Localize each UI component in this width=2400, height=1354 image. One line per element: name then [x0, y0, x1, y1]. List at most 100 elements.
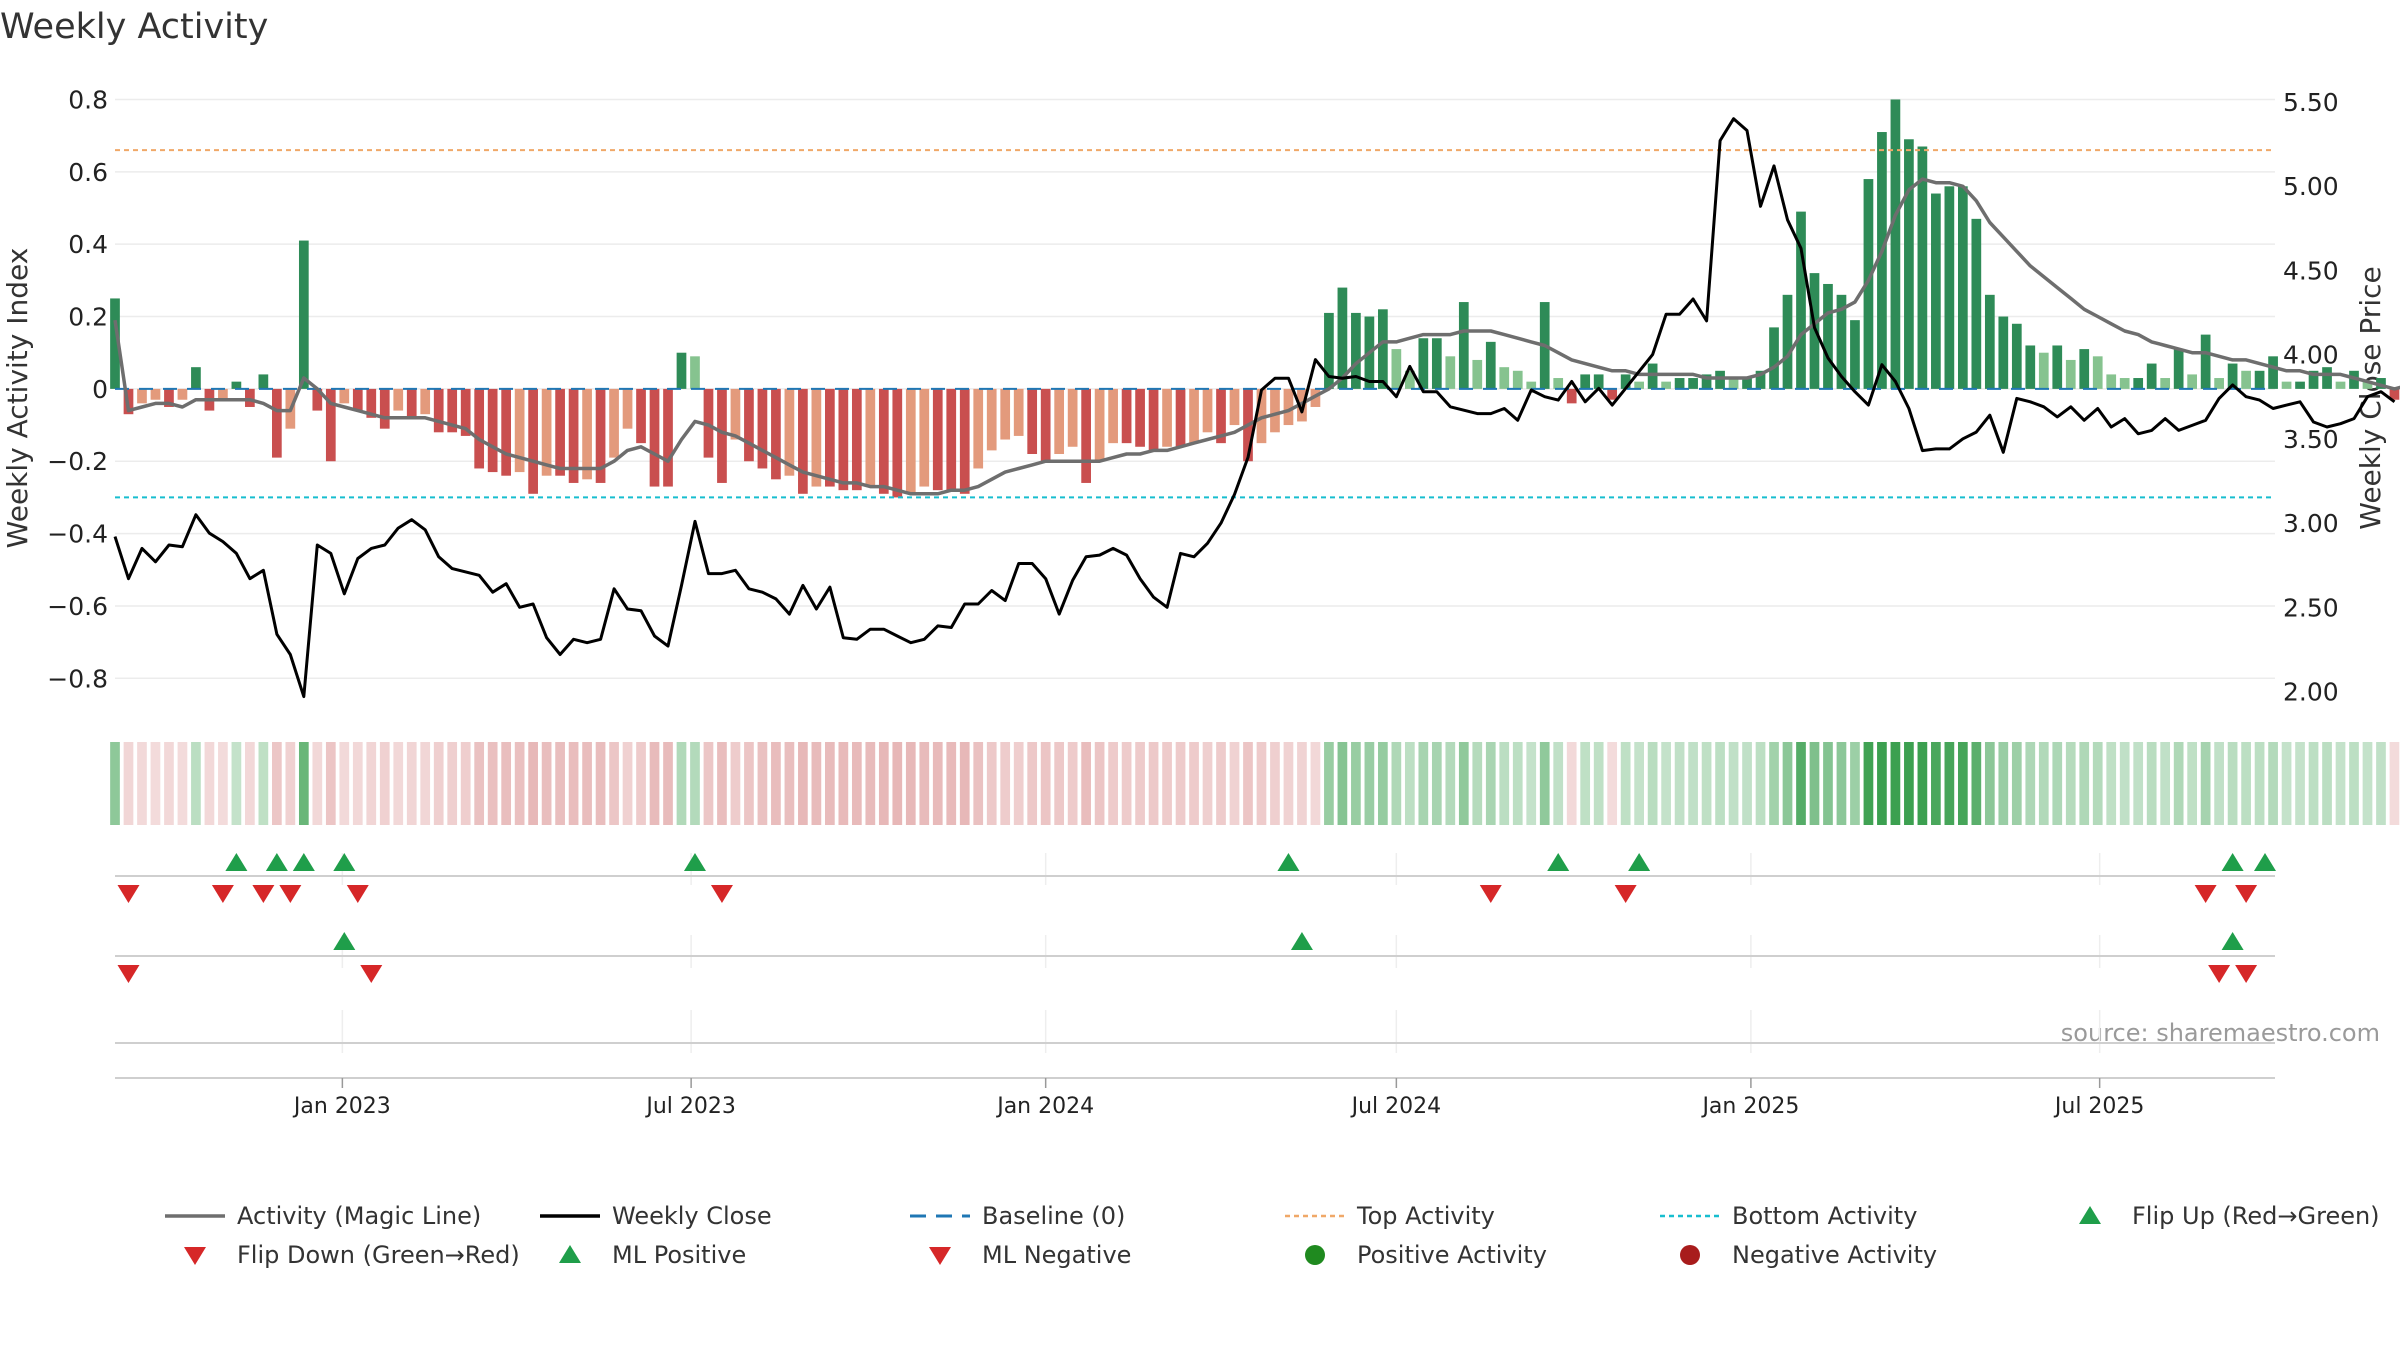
heat-cell [2200, 742, 2211, 825]
heat-cell [2133, 742, 2144, 825]
activity-bar [2295, 381, 2305, 389]
heat-cell [271, 742, 282, 825]
activity-bar [1796, 211, 1806, 389]
activity-bar [1755, 370, 1766, 389]
activity-bar [2254, 370, 2265, 389]
heat-cell [352, 742, 363, 825]
x-tick-label: Jan 2024 [995, 1094, 1094, 1119]
activity-bar [2281, 381, 2292, 389]
heat-cell [1108, 742, 1118, 825]
heat-cell [1701, 742, 1712, 825]
activity-bar [1418, 338, 1429, 389]
heat-cell [1378, 742, 1388, 825]
ml-positive-marker [2221, 932, 2244, 950]
activity-bar [2065, 359, 2076, 389]
activity-bar [1917, 146, 1928, 389]
heat-cell [447, 742, 458, 825]
activity-bar [191, 367, 201, 389]
heat-cell [1850, 742, 1860, 825]
heat-cell [1216, 742, 1226, 825]
heat-cell [757, 742, 768, 825]
heat-cell [2227, 742, 2238, 825]
activity-bar [2349, 370, 2359, 389]
ml-negative-marker [2235, 965, 2258, 983]
activity-bar [514, 388, 525, 473]
heat-cell [1566, 742, 1577, 825]
activity-bar [798, 388, 808, 494]
x-tick-label: Jul 2024 [1350, 1094, 1442, 1119]
activity-bar [717, 388, 727, 483]
activity-bar [1135, 388, 1145, 447]
y2-tick-label: 2.00 [2283, 678, 2339, 707]
activity-bar [1944, 186, 1955, 389]
activity-bar [433, 388, 444, 433]
flip-down-marker [211, 885, 234, 903]
heat-cell [2281, 742, 2292, 825]
legend-entry: Weekly Close [540, 1202, 772, 1230]
y2-tick-label: 5.00 [2283, 172, 2339, 201]
legend: Activity (Magic Line) Weekly Close Baselin… [165, 1202, 2380, 1269]
heat-cell [2065, 742, 2076, 825]
heat-cell [1310, 742, 1321, 825]
heat-cell [541, 742, 552, 825]
activity-bar [676, 352, 687, 389]
heat-cell [1445, 742, 1456, 825]
heat-cell [2173, 742, 2184, 825]
weekly-close-line [113, 117, 2396, 699]
heat-cell [1324, 742, 1334, 825]
heat-cell [1755, 742, 1766, 825]
activity-bar [312, 388, 323, 411]
legend-label: Baseline (0) [982, 1202, 1125, 1230]
heat-cell [2295, 742, 2305, 825]
heat-cell [784, 742, 795, 825]
flip-up-marker [2221, 853, 2244, 871]
flip-down-marker [346, 885, 369, 903]
activity-bar [757, 388, 768, 469]
activity-bar [137, 388, 147, 404]
activity-bar [1877, 132, 1887, 389]
activity-bar [1081, 388, 1091, 483]
heat-cell [811, 742, 822, 825]
heat-cell [905, 742, 916, 825]
activity-bar [528, 388, 538, 494]
y-tick-label: −0.4 [47, 520, 108, 549]
heat-cell [1580, 742, 1591, 825]
heat-cell [1647, 742, 1658, 825]
flip-down-marker [117, 885, 140, 903]
activity-bar [2160, 378, 2171, 389]
activity-bar [420, 388, 431, 415]
y-tick-label: −0.6 [47, 592, 108, 621]
activity-bar [1715, 370, 1725, 389]
heat-cell [1890, 742, 1901, 825]
activity-bar [905, 388, 916, 494]
activity-bar [474, 388, 485, 469]
legend-label: Top Activity [1356, 1202, 1495, 1230]
heat-cell [433, 742, 444, 825]
y-tick-label: 0.2 [68, 303, 108, 332]
heat-cell [1796, 742, 1806, 825]
heat-cell [1202, 742, 1213, 825]
axes: 0.8 0.6 0.4 0.2 0 −0.2 −0.4 −0.6 −0.8 5.50 5.00 4.5… [47, 85, 2338, 706]
legend-entry: Flip Up (Red→Green) [2079, 1202, 2380, 1230]
activity-bar [609, 388, 619, 458]
y2-tick-label: 4.50 [2283, 256, 2339, 285]
legend-label: Flip Up (Red→Green) [2132, 1202, 2380, 1230]
activity-bar [1566, 388, 1577, 404]
heat-cell [2119, 742, 2130, 825]
heat-cell [1931, 742, 1941, 825]
heat-cell [986, 742, 997, 825]
heat-cell [2146, 742, 2157, 825]
heat-cell [1957, 742, 1968, 825]
activity-bar [2092, 356, 2103, 389]
heat-cell [622, 742, 633, 825]
flip-down-marker [279, 885, 302, 903]
heat-cell [1512, 742, 1523, 825]
heat-cell [1054, 742, 1065, 825]
heat-cell [2038, 742, 2049, 825]
legend-down-swatch [184, 1247, 206, 1265]
activity-bar [568, 388, 579, 483]
heat-cell [137, 742, 147, 825]
flip-up-marker [292, 853, 315, 871]
signal-panels [115, 853, 2276, 1053]
